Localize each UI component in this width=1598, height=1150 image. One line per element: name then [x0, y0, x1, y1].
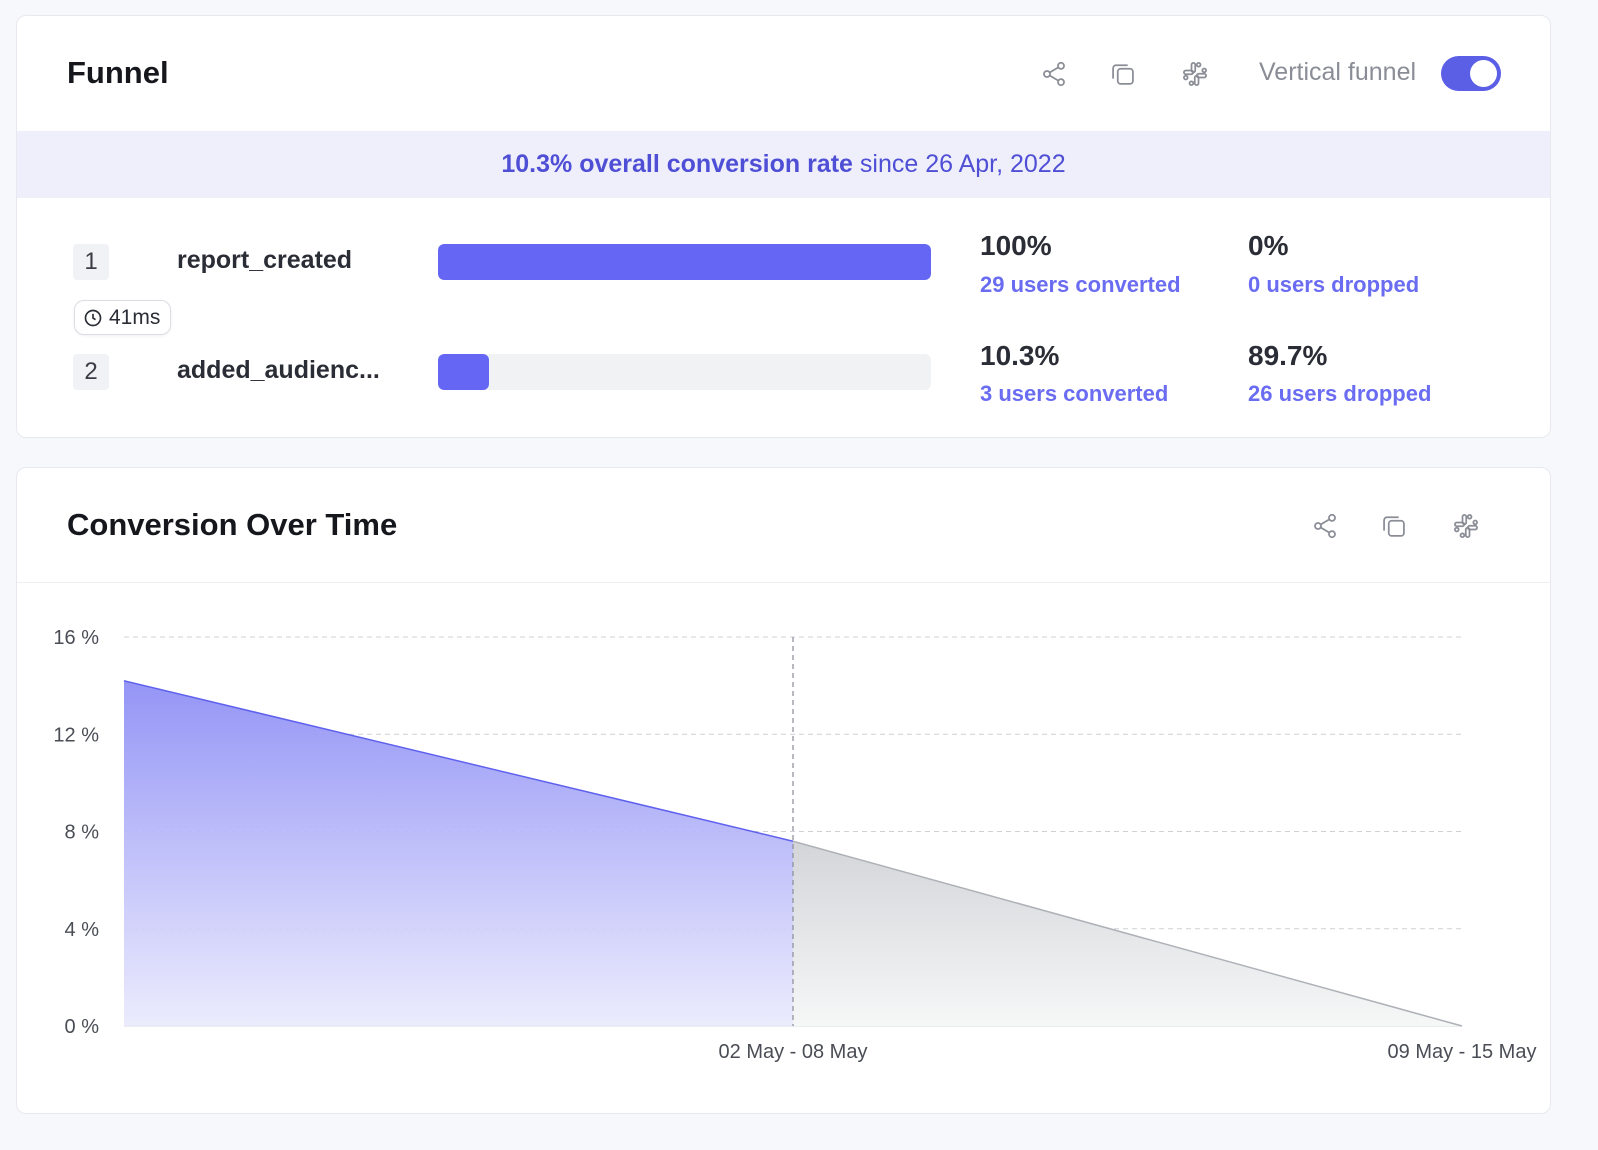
time-to-convert-badge: 41ms	[74, 300, 172, 335]
conversion-over-time-card: Conversion Over Time	[16, 467, 1551, 1114]
y-tick-label: 8 %	[65, 822, 100, 844]
slack-icon[interactable]	[1179, 58, 1211, 90]
users-converted-link[interactable]: 29 users converted	[980, 272, 1181, 297]
step-number: 2	[73, 354, 109, 390]
y-tick-label: 4 %	[65, 919, 100, 941]
slack-icon[interactable]	[1450, 510, 1482, 542]
users-dropped-link[interactable]: 0 users dropped	[1248, 272, 1420, 297]
incomplete-series-line	[792, 840, 1463, 1027]
toggle-knob	[1470, 60, 1497, 87]
time-to-convert-value: 41ms	[109, 305, 161, 329]
conversion-banner: 10.3% overall conversion rate since 26 A…	[17, 131, 1550, 198]
step-name[interactable]: added_audienc...	[177, 356, 380, 384]
step-number: 1	[73, 244, 109, 280]
step-bar[interactable]	[438, 244, 931, 280]
step-bar-fill	[438, 354, 489, 390]
copy-icon[interactable]	[1107, 58, 1139, 90]
converted-percent: 10.3%	[980, 340, 1060, 371]
funnel-title: Funnel	[67, 55, 169, 90]
y-tick-label: 0 %	[65, 1016, 100, 1038]
step-bar-fill	[438, 244, 931, 280]
card-divider	[17, 582, 1550, 583]
conversion-since: since 26 Apr, 2022	[852, 150, 1066, 178]
conversion-over-time-chart[interactable]: 0 % 4 % 8 % 12 % 16 % 02 May - 08 May 09 May -…	[17, 468, 1551, 1114]
users-converted-link[interactable]: 3 users converted	[980, 381, 1169, 406]
dropped-percent: 0%	[1248, 230, 1289, 261]
clock-icon	[84, 309, 102, 326]
users-dropped-link[interactable]: 26 users dropped	[1248, 381, 1432, 406]
step-name[interactable]: report_created	[177, 246, 353, 274]
conversion-series-line	[123, 680, 794, 842]
step-bar[interactable]	[438, 354, 931, 390]
vertical-funnel-toggle[interactable]	[1441, 56, 1501, 91]
dropped-percent: 89.7%	[1248, 340, 1328, 371]
funnel-card: Funnel Vertical funnel 10.3% overall con…	[16, 15, 1551, 438]
x-tick-label: 09 May - 15 May	[1388, 1041, 1537, 1063]
share-icon[interactable]	[1309, 510, 1341, 542]
y-tick-label: 12 %	[53, 724, 99, 746]
vertical-funnel-label: Vertical funnel	[1259, 58, 1417, 86]
y-tick-label: 16 %	[53, 627, 99, 649]
converted-percent: 100%	[980, 230, 1052, 261]
share-icon[interactable]	[1038, 58, 1070, 90]
x-tick-label: 02 May - 08 May	[719, 1041, 868, 1063]
overall-conversion-rate: 10.3% overall conversion rate	[501, 150, 853, 178]
copy-icon[interactable]	[1378, 510, 1410, 542]
conversion-over-time-title: Conversion Over Time	[67, 507, 398, 542]
conversion-area	[124, 680, 793, 1026]
